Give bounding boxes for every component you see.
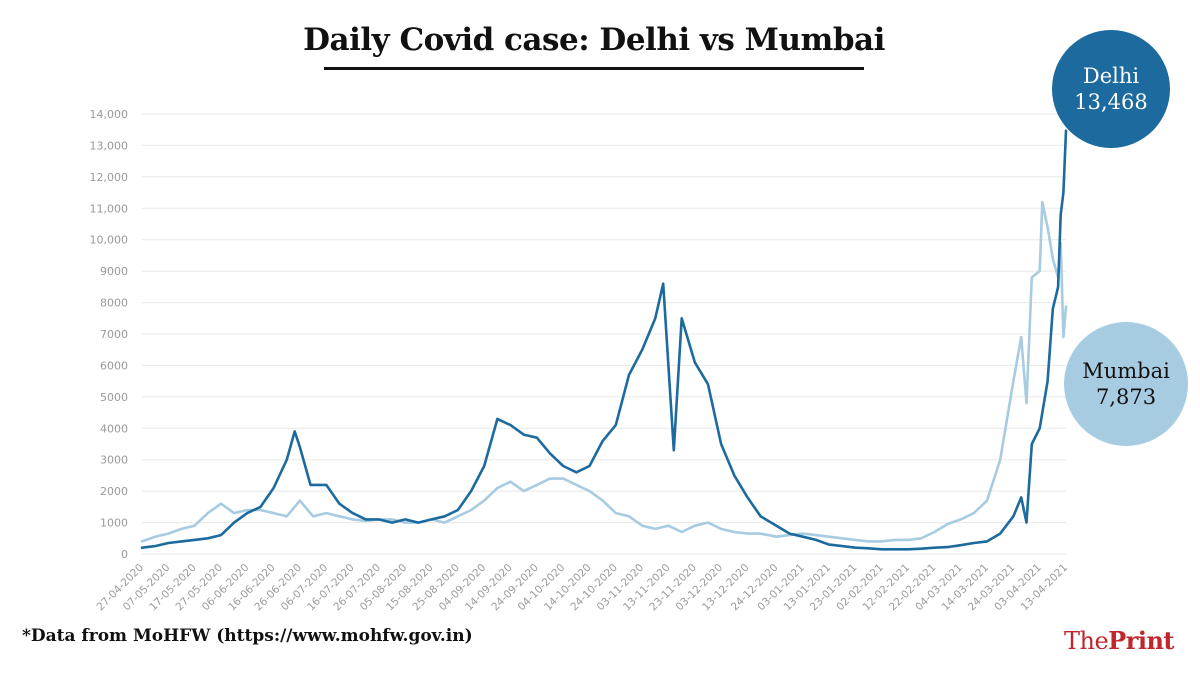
y-tick-label: 3000: [100, 454, 128, 467]
y-tick-label: 14,000: [90, 108, 129, 121]
delhi-callout-value: 13,468: [1074, 90, 1148, 114]
theprint-logo: ThePrint: [1064, 626, 1175, 655]
title-underline: [324, 67, 864, 70]
y-tick-label: 4000: [100, 422, 128, 435]
logo-print: Print: [1108, 626, 1175, 655]
y-tick-label: 0: [121, 548, 128, 561]
mumbai-callout: Mumbai 7,873: [1064, 322, 1188, 446]
y-tick-label: 2000: [100, 485, 128, 498]
y-tick-label: 7000: [100, 328, 128, 341]
chart-title: Daily Covid case: Delhi vs Mumbai: [303, 22, 885, 58]
y-tick-label: 1000: [100, 517, 128, 530]
series-line-mumbai: [140, 200, 1068, 543]
y-tick-label: 8000: [100, 297, 128, 310]
data-source-note: *Data from MoHFW (https://www.mohfw.gov.…: [22, 626, 473, 646]
y-tick-label: 13,000: [90, 139, 129, 152]
y-tick-label: 6000: [100, 359, 128, 372]
mumbai-callout-name: Mumbai: [1082, 358, 1170, 383]
delhi-callout: Delhi 13,468: [1052, 30, 1170, 148]
series-lines: [140, 129, 1068, 551]
y-tick-label: 5000: [100, 391, 128, 404]
grid-lines: [142, 113, 1066, 555]
y-tick-label: 12,000: [90, 171, 129, 184]
x-axis-ticks: 27-04-202007-05-202017-05-202027-05-2020…: [94, 562, 1070, 614]
series-line-delhi: [140, 129, 1068, 551]
delhi-callout-name: Delhi: [1082, 63, 1140, 88]
mumbai-callout-value: 7,873: [1095, 385, 1157, 409]
y-tick-label: 11,000: [90, 202, 129, 215]
y-tick-label: 9000: [100, 265, 128, 278]
logo-the: The: [1064, 627, 1109, 655]
y-tick-label: 10,000: [90, 234, 129, 247]
y-axis-ticks: 0 1000 2000 3000 4000 5000 6000 7000 8000 9000 10,…: [90, 108, 129, 561]
